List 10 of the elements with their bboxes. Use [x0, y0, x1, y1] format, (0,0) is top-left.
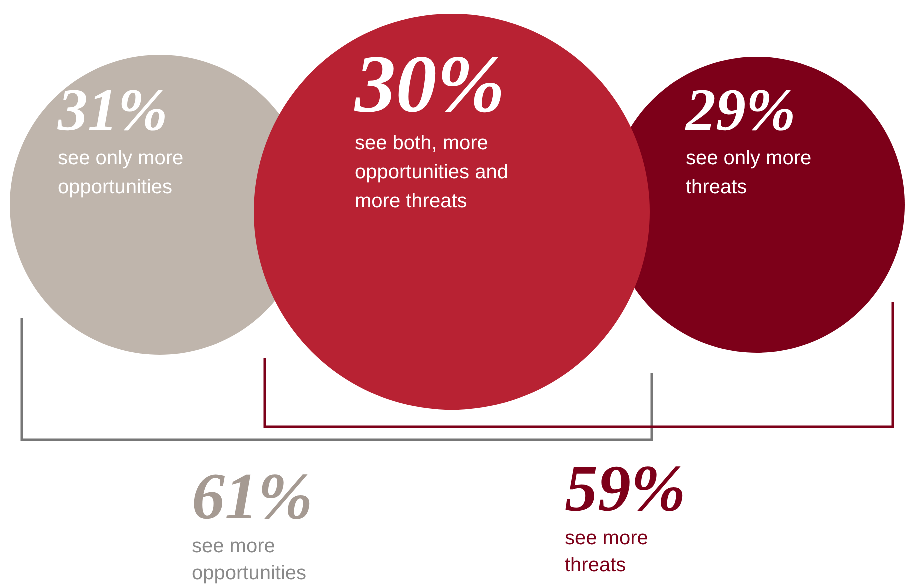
category-label: see both, more opportunities and more threats	[355, 132, 514, 212]
text: 61%	[192, 460, 313, 534]
data-label: 31%	[57, 77, 168, 143]
category-label: see only more opportunities	[58, 148, 190, 198]
data-label: 30%	[354, 38, 506, 130]
text: see more threats	[565, 528, 654, 576]
text: 59%	[565, 452, 686, 526]
category-label: see only more threats	[686, 148, 818, 198]
text: see more opportunities	[192, 536, 307, 584]
data-label: 29%	[685, 77, 796, 143]
